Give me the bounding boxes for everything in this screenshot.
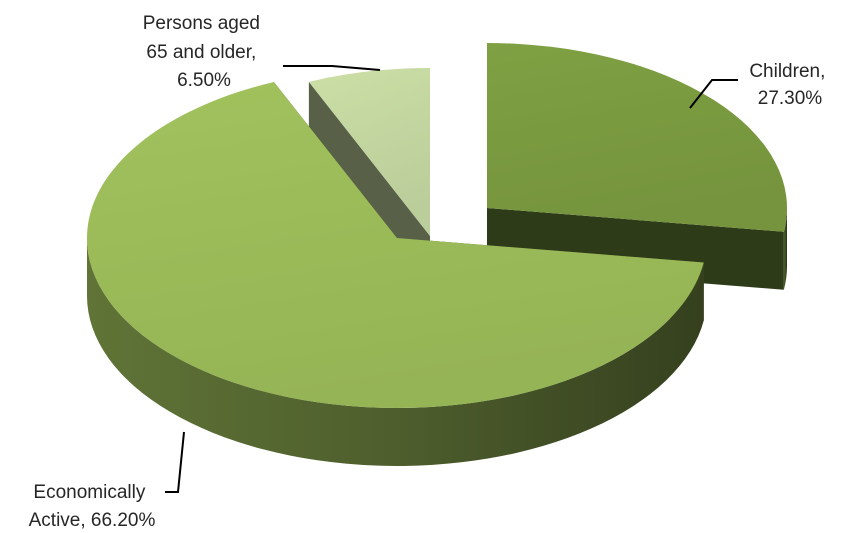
pie-slice-top-economically-active <box>86 81 704 409</box>
pie-slice-top-children <box>487 43 787 232</box>
label-persons-aged-65-line-2: 65 and older, <box>146 42 256 63</box>
leader-line-children <box>689 79 738 109</box>
leader-line-persons-aged-65 <box>283 65 381 71</box>
label-economically-active-line-1: Economically <box>33 482 145 503</box>
label-persons-aged-65-line-3: 6.50% <box>177 70 231 91</box>
label-children: Children, 27.30% <box>749 61 830 109</box>
pie-slice-side-economically-active <box>87 238 704 466</box>
label-persons-aged-65-line-1: Persons aged <box>143 13 260 34</box>
label-economically-active: Economically Active, 66.20% <box>29 482 156 531</box>
label-children-line-2: 27.30% <box>758 88 823 109</box>
pie-slice-side-children <box>783 208 788 290</box>
label-children-line-1: Children, <box>749 61 825 82</box>
slices-layer <box>86 43 788 466</box>
leader-line-economically-active <box>165 431 185 493</box>
label-economically-active-line-2: Active, 66.20% <box>29 510 156 531</box>
pie-slice-economically-active <box>86 81 704 466</box>
label-persons-aged-65: Persons aged 65 and older, 6.50% <box>143 13 266 91</box>
pie-slice-top-persons-aged-65-and-older <box>308 68 430 236</box>
